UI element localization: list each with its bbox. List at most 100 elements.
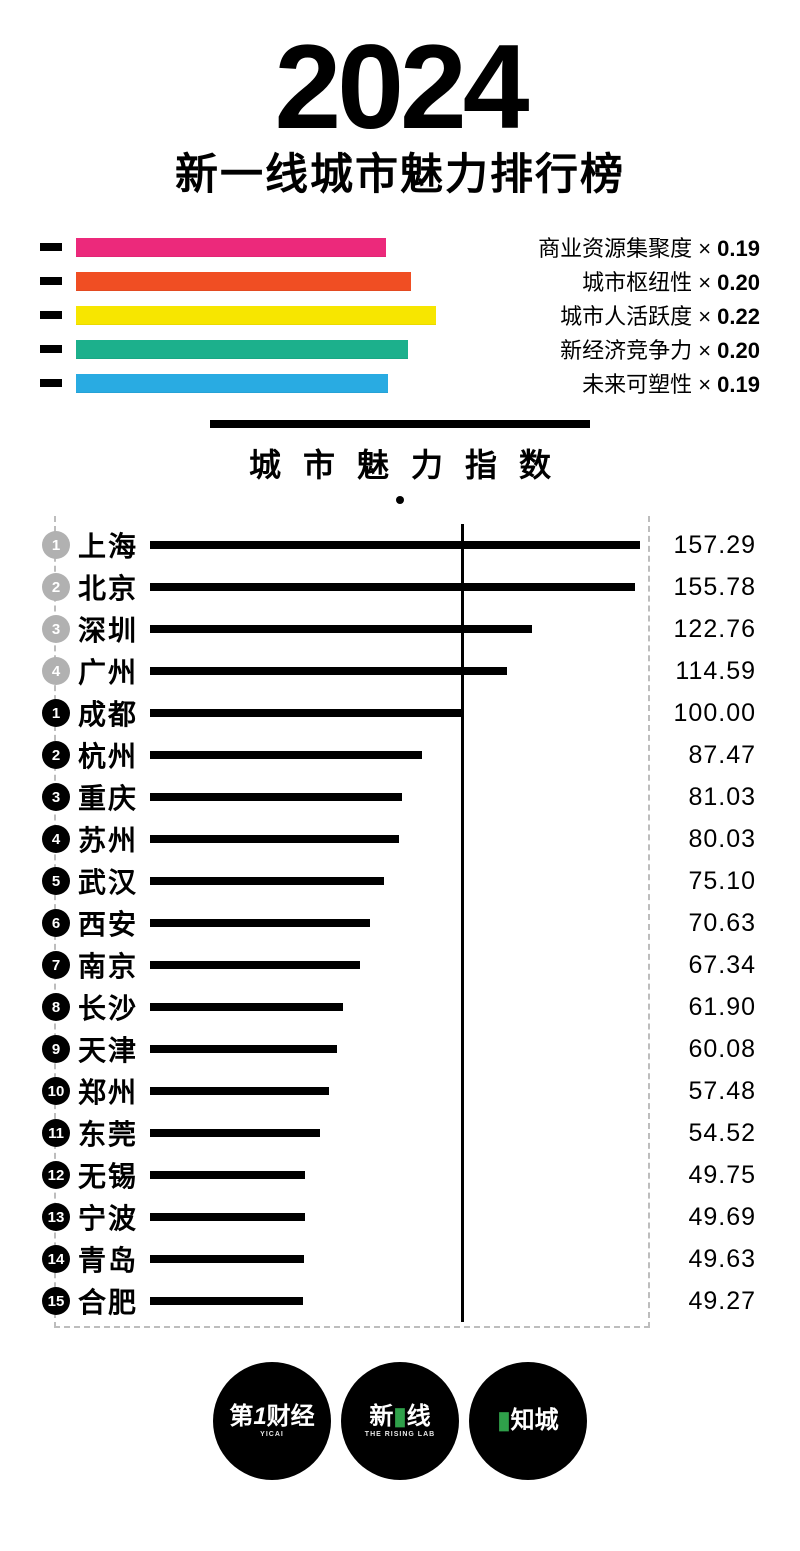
table-row: 13宁波49.69 <box>56 1196 648 1238</box>
city-name: 成都 <box>78 693 150 733</box>
legend-bar <box>76 238 386 257</box>
rank-badge: 3 <box>42 615 70 643</box>
table-row: 4广州114.59 <box>56 650 648 692</box>
legend-row: 新经济竞争力 × 0.20 <box>40 332 760 366</box>
bar <box>150 835 399 843</box>
bar-area <box>150 692 648 734</box>
bar <box>150 1087 329 1095</box>
score-value: 75.10 <box>660 867 756 896</box>
score-value: 122.76 <box>660 615 756 644</box>
rank-badge: 3 <box>42 783 70 811</box>
score-value: 70.63 <box>660 909 756 938</box>
rank-badge: 8 <box>42 993 70 1021</box>
table-row: 3重庆81.03 <box>56 776 648 818</box>
page-subtitle: 新一线城市魅力排行榜 <box>40 140 760 202</box>
table-row: 9天津60.08 <box>56 1028 648 1070</box>
rank-badge: 14 <box>42 1245 70 1273</box>
legend-label: 城市枢纽性 × 0.20 <box>411 265 760 297</box>
bar-area <box>150 1238 648 1280</box>
score-value: 80.03 <box>660 825 756 854</box>
rank-badge: 10 <box>42 1077 70 1105</box>
bar-area <box>150 860 648 902</box>
score-value: 157.29 <box>660 531 756 560</box>
bar <box>150 1171 305 1179</box>
bar <box>150 1003 343 1011</box>
rank-badge: 4 <box>42 657 70 685</box>
bar <box>150 625 532 633</box>
city-name: 杭州 <box>78 735 150 775</box>
rank-badge: 13 <box>42 1203 70 1231</box>
rank-badge: 1 <box>42 699 70 727</box>
score-value: 49.27 <box>660 1287 756 1316</box>
legend-bar <box>76 374 388 393</box>
legend-row: 城市人活跃度 × 0.22 <box>40 298 760 332</box>
bar <box>150 1297 303 1305</box>
section-divider <box>210 420 590 428</box>
publisher-logo: 新▮线THE RISING LAB <box>341 1362 459 1480</box>
legend-bar <box>76 340 408 359</box>
legend-label: 商业资源集聚度 × 0.19 <box>386 231 760 263</box>
bar-area <box>150 734 648 776</box>
bar-area <box>150 1280 648 1322</box>
table-row: 3深圳122.76 <box>56 608 648 650</box>
score-value: 81.03 <box>660 783 756 812</box>
bar-area <box>150 944 648 986</box>
bar-area <box>150 776 648 818</box>
rank-badge: 15 <box>42 1287 70 1315</box>
table-row: 2北京155.78 <box>56 566 648 608</box>
bar-area <box>150 902 648 944</box>
table-row: 14青岛49.63 <box>56 1238 648 1280</box>
publisher-logo: ▮知城 <box>469 1362 587 1480</box>
city-name: 北京 <box>78 567 150 607</box>
bar <box>150 793 402 801</box>
bar <box>150 1213 305 1221</box>
bar <box>150 709 461 717</box>
table-row: 15合肥49.27 <box>56 1280 648 1322</box>
score-value: 67.34 <box>660 951 756 980</box>
year-heading: 2024 <box>40 30 760 144</box>
rank-badge: 5 <box>42 867 70 895</box>
bar-area <box>150 1070 648 1112</box>
bar <box>150 583 635 591</box>
legend-row: 城市枢纽性 × 0.20 <box>40 264 760 298</box>
legend-tick <box>40 379 62 387</box>
table-row: 7南京67.34 <box>56 944 648 986</box>
table-row: 12无锡49.75 <box>56 1154 648 1196</box>
bar <box>150 1045 337 1053</box>
bar <box>150 919 370 927</box>
score-value: 49.75 <box>660 1161 756 1190</box>
bar-area <box>150 608 648 650</box>
city-name: 长沙 <box>78 987 150 1027</box>
legend: 商业资源集聚度 × 0.19城市枢纽性 × 0.20城市人活跃度 × 0.22新… <box>40 230 760 400</box>
legend-tick <box>40 311 62 319</box>
score-value: 100.00 <box>660 699 756 728</box>
city-name: 武汉 <box>78 861 150 901</box>
bar-area <box>150 524 648 566</box>
legend-bar <box>76 306 436 325</box>
rank-badge: 1 <box>42 531 70 559</box>
city-name: 重庆 <box>78 777 150 817</box>
city-name: 天津 <box>78 1029 150 1069</box>
legend-tick <box>40 345 62 353</box>
bar <box>150 751 422 759</box>
score-value: 54.52 <box>660 1119 756 1148</box>
city-name: 西安 <box>78 903 150 943</box>
city-name: 青岛 <box>78 1239 150 1279</box>
city-name: 深圳 <box>78 609 150 649</box>
legend-tick <box>40 243 62 251</box>
table-row: 10郑州57.48 <box>56 1070 648 1112</box>
bar-area <box>150 566 648 608</box>
rank-badge: 7 <box>42 951 70 979</box>
rank-badge: 2 <box>42 573 70 601</box>
rank-badge: 2 <box>42 741 70 769</box>
table-row: 6西安70.63 <box>56 902 648 944</box>
score-value: 61.90 <box>660 993 756 1022</box>
bar-area <box>150 650 648 692</box>
bar <box>150 877 384 885</box>
score-value: 114.59 <box>660 657 756 686</box>
table-row: 5武汉75.10 <box>56 860 648 902</box>
bar <box>150 961 360 969</box>
table-row: 2杭州87.47 <box>56 734 648 776</box>
legend-bar <box>76 272 411 291</box>
legend-row: 商业资源集聚度 × 0.19 <box>40 230 760 264</box>
